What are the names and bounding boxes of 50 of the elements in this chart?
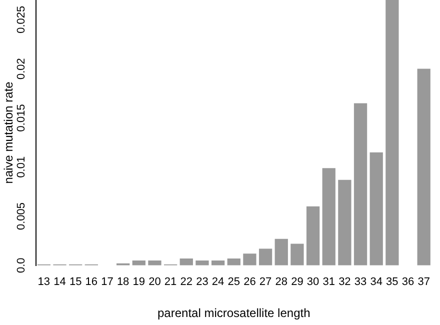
x-tick-label: 19	[132, 276, 146, 288]
bar	[243, 254, 256, 266]
bar	[290, 244, 304, 266]
bar	[180, 258, 193, 266]
x-tick-label: 31	[322, 276, 335, 288]
x-tick-label: 13	[38, 276, 50, 288]
x-tick-label: 18	[116, 276, 130, 288]
bar	[227, 258, 240, 266]
bar	[338, 180, 352, 266]
x-tick-label: 25	[228, 276, 240, 288]
y-tick-label: 0.02	[16, 58, 28, 80]
bar	[417, 68, 430, 266]
bar	[258, 248, 272, 266]
y-axis-title: naive mutation rate	[2, 81, 16, 184]
bar	[196, 260, 209, 266]
x-tick-label: 16	[85, 276, 98, 288]
x-tick-label: 30	[306, 276, 320, 288]
bar	[354, 103, 368, 266]
y-tick-label: 0.0	[16, 258, 28, 274]
bar	[386, 0, 399, 266]
x-tick-label: 15	[69, 276, 82, 288]
x-tick-label: 33	[354, 276, 367, 288]
bar	[370, 152, 383, 266]
x-tick-label: 21	[164, 276, 177, 288]
bar	[211, 260, 225, 266]
bar	[322, 168, 336, 266]
x-tick-label: 17	[101, 276, 114, 288]
y-tick-label: 0.025	[16, 6, 28, 34]
x-tick-label: 24	[212, 276, 224, 288]
x-tick-label: 36	[402, 276, 414, 288]
y-tick-label: 0.015	[16, 104, 28, 132]
x-tick-label: 23	[196, 276, 208, 288]
x-tick-label: 35	[386, 276, 398, 288]
x-tick-label: 28	[275, 276, 288, 288]
bar	[148, 260, 162, 266]
x-tick-label: 34	[370, 276, 382, 288]
y-tick-label: 0.01	[16, 156, 28, 178]
x-axis-title: parental microsatellite length	[158, 306, 310, 320]
y-tick-label: 0.005	[16, 202, 28, 230]
bar	[274, 238, 288, 266]
x-tick-label: 14	[54, 276, 66, 288]
x-tick-label: 22	[180, 276, 193, 288]
x-tick-label: 27	[259, 276, 272, 288]
bar	[132, 260, 146, 266]
x-tick-label: 26	[244, 276, 256, 288]
bar	[306, 206, 320, 266]
x-tick-label: 20	[148, 276, 161, 288]
x-tick-label: 37	[418, 276, 430, 288]
x-tick-label: 32	[338, 276, 351, 288]
x-tick-label: 29	[291, 276, 304, 288]
